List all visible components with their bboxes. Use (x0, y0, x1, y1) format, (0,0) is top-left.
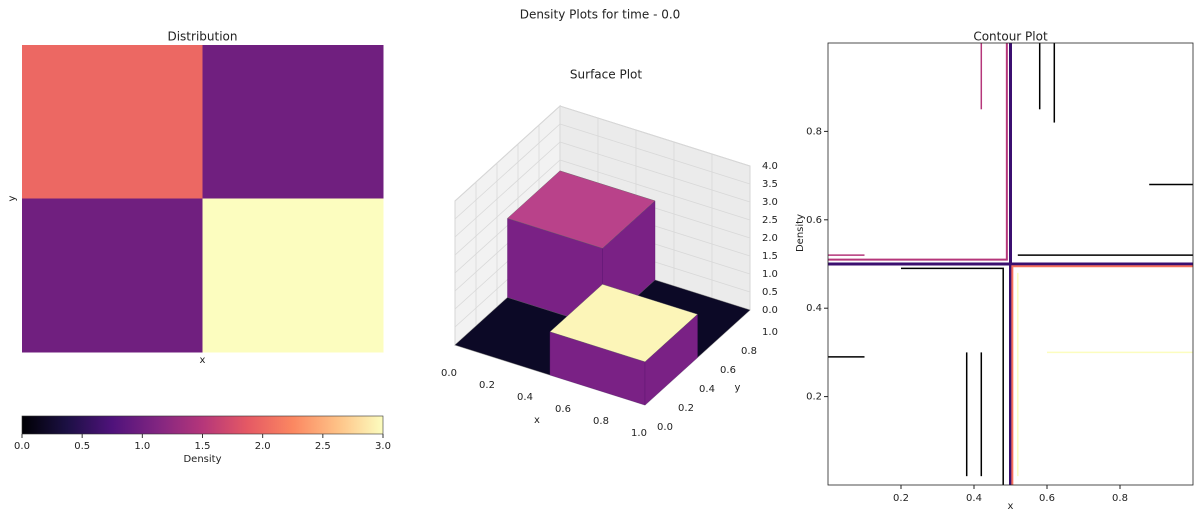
surface-top (549, 284, 698, 363)
z-tick-label: 3.5 (762, 179, 778, 190)
axes-frame (827, 42, 1194, 486)
z-tick-label: 2.0 (762, 233, 778, 244)
z-tick-label: 0.0 (762, 305, 778, 316)
colorbar-tick-label: 1.0 (134, 441, 150, 452)
y-tick-label: 0.2 (806, 392, 822, 403)
z-tick-label: 1.5 (762, 251, 778, 262)
colorbar-tick-label: 2.0 (255, 441, 271, 452)
grid-line (559, 159, 751, 221)
colorbar-tick-label: 1.5 (195, 441, 211, 452)
surface-top (507, 170, 656, 249)
colorbar (21, 415, 384, 435)
y-axis-label: y (7, 195, 18, 201)
grid-line (559, 123, 751, 185)
x-tick-label: 0.2 (893, 493, 909, 504)
y-tick-label: 0.6 (806, 215, 822, 226)
y-tick-label: 0.6 (720, 365, 736, 376)
heat-cell (22, 45, 203, 199)
z-tick-label: 2.5 (762, 215, 778, 226)
y-tick-label: 0.4 (699, 384, 715, 395)
z-tick-label: 3.0 (762, 197, 778, 208)
grid-line (454, 159, 561, 256)
contour-line (1011, 265, 1193, 485)
z-tick-label: 1.0 (762, 269, 778, 280)
x-tick-label: 0.8 (1112, 493, 1128, 504)
x-tick-label: 0.0 (441, 368, 457, 379)
heat-cell (202, 198, 384, 353)
heat-cell (22, 198, 203, 353)
z-tick-label: 4.0 (762, 161, 778, 172)
z-tick-label: 0.5 (762, 287, 778, 298)
figure-title: Density Plots for time - 0.0 (520, 8, 681, 22)
x-tick-label: 0.2 (479, 380, 495, 391)
y-tick-label: 0.8 (806, 126, 822, 137)
y-axis-label: y (735, 383, 741, 394)
contour-line (828, 43, 1008, 261)
x-tick-label: 0.6 (1039, 493, 1055, 504)
y-tick-label: 1.0 (762, 327, 778, 338)
chart-title: Surface Plot (570, 68, 642, 82)
grid-line (454, 141, 561, 238)
x-tick-label: 0.8 (593, 416, 609, 427)
x-axis-label: x (1008, 501, 1014, 512)
x-tick-label: 0.6 (555, 404, 571, 415)
heat-cell (202, 45, 384, 199)
grid-line (454, 123, 561, 220)
grid-line (559, 105, 751, 167)
chart-title: Distribution (167, 30, 237, 44)
colorbar-tick-label: 2.5 (315, 441, 331, 452)
colorbar-tick-label: 0.5 (74, 441, 90, 452)
contour-line (901, 267, 1004, 485)
colorbar-tick-label: 3.0 (375, 441, 391, 452)
y-tick-label: 0.2 (678, 403, 694, 414)
y-tick-label: 0.8 (741, 346, 757, 357)
colorbar-label: Density (183, 454, 221, 465)
y-tick-label: 0.0 (657, 422, 673, 433)
x-tick-label: 0.4 (517, 392, 533, 403)
x-axis-label: x (200, 355, 206, 366)
y-tick-label: 0.4 (806, 303, 822, 314)
x-tick-label: 0.4 (966, 493, 982, 504)
chart-title: Contour Plot (973, 30, 1048, 44)
x-axis-label: x (534, 415, 540, 426)
x-tick-label: 1.0 (631, 428, 647, 439)
grid-line (454, 105, 561, 202)
z-axis-label: Density (795, 214, 806, 252)
colorbar-tick-label: 0.0 (14, 441, 30, 452)
grid-line (559, 141, 751, 203)
